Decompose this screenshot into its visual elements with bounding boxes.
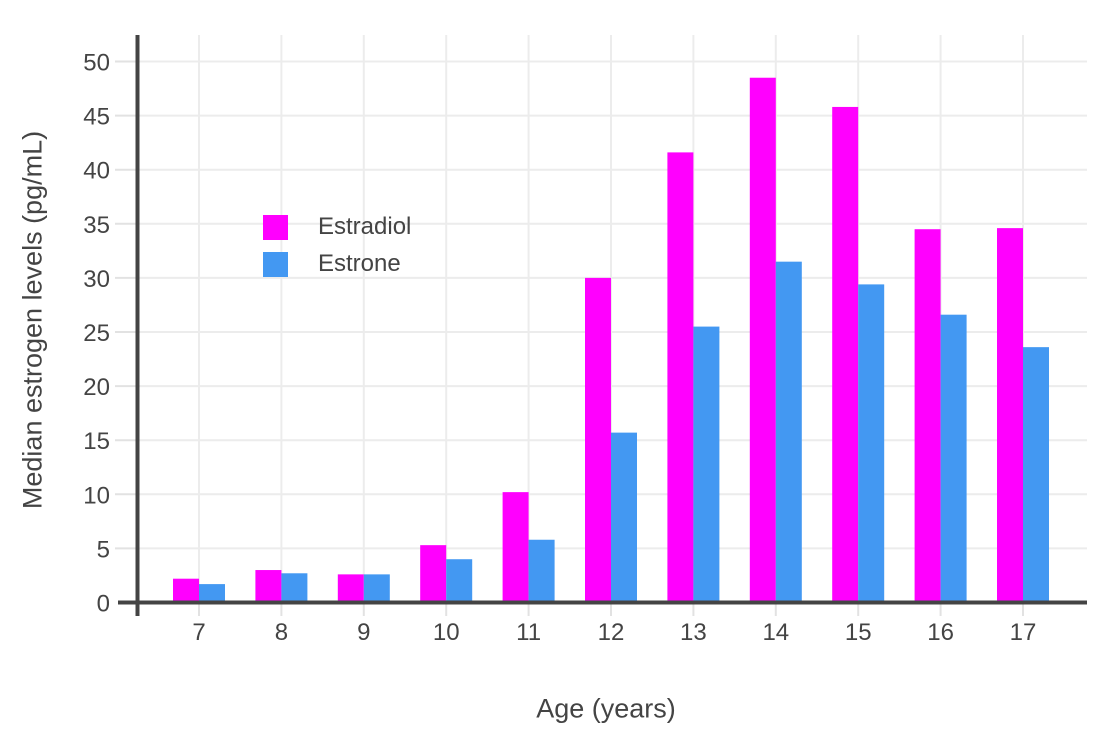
bar-estrone-age-13[interactable]: [693, 326, 720, 605]
y-axis-title: Median estrogen levels (pg/mL): [17, 130, 48, 510]
bar-estrone-age-17[interactable]: [1023, 347, 1049, 605]
estradiol-swatch-icon: [263, 214, 288, 240]
chart-legend: Estradiol Estrone: [263, 213, 412, 288]
y-tick-label-15: 15: [83, 428, 110, 455]
legend-label-estradiol: Estradiol: [318, 213, 412, 240]
legend-item-estrone[interactable]: Estrone: [263, 250, 411, 277]
bar-estradiol-age-10[interactable]: [420, 545, 447, 605]
y-tick-label-10: 10: [83, 482, 110, 509]
bar-estrone-age-8[interactable]: [281, 573, 308, 605]
x-tick-label-14: 14: [762, 619, 789, 646]
y-tick-label-40: 40: [83, 158, 110, 185]
y-tick-label-25: 25: [83, 320, 110, 347]
y-tick-label-35: 35: [83, 212, 110, 239]
bar-estradiol-age-14[interactable]: [749, 77, 776, 605]
bar-estradiol-age-16[interactable]: [914, 229, 941, 605]
x-tick-label-17: 17: [1010, 619, 1037, 646]
bar-estradiol-age-12[interactable]: [585, 277, 611, 605]
bar-estrone-age-14[interactable]: [775, 261, 802, 605]
x-tick-label-16: 16: [927, 619, 954, 646]
legend-item-estradiol[interactable]: Estradiol: [263, 213, 412, 240]
bar-estrone-age-16[interactable]: [940, 314, 967, 605]
x-tick-label-11: 11: [516, 619, 541, 646]
bar-estradiol-age-11[interactable]: [502, 492, 529, 605]
bar-estradiol-age-8[interactable]: [255, 570, 282, 605]
x-tick-label-8: 8: [275, 619, 288, 646]
y-tick-label-5: 5: [97, 536, 110, 563]
y-tick-label-45: 45: [83, 104, 110, 131]
x-axis-title: Age (years): [536, 693, 676, 724]
bar-estradiol-age-15[interactable]: [832, 106, 859, 605]
y-tick-label-20: 20: [83, 374, 110, 401]
y-tick-label-50: 50: [83, 50, 110, 77]
bar-estradiol-age-17[interactable]: [997, 228, 1023, 605]
bar-estrone-age-10[interactable]: [446, 559, 473, 605]
bar-estrone-age-12[interactable]: [611, 432, 637, 605]
bar-estrone-age-7[interactable]: [199, 584, 225, 605]
bar-estradiol-age-9[interactable]: [337, 574, 364, 605]
x-tick-label-9: 9: [357, 619, 370, 646]
legend-label-estrone: Estrone: [318, 250, 401, 277]
y-tick-label-0: 0: [97, 591, 110, 618]
x-tick-label-15: 15: [845, 619, 872, 646]
bar-estrone-age-11[interactable]: [528, 539, 555, 605]
bar-estradiol-age-7[interactable]: [173, 578, 199, 605]
bar-estrone-age-9[interactable]: [363, 574, 390, 605]
y-tick-label-30: 30: [83, 266, 110, 293]
x-tick-label-7: 7: [192, 619, 205, 646]
estrone-swatch-icon: [263, 251, 288, 277]
x-tick-label-13: 13: [680, 619, 707, 646]
bar-estrone-age-15[interactable]: [858, 284, 885, 605]
bar-estradiol-age-13[interactable]: [667, 152, 694, 605]
x-tick-label-12: 12: [598, 619, 625, 646]
x-tick-label-10: 10: [433, 619, 460, 646]
